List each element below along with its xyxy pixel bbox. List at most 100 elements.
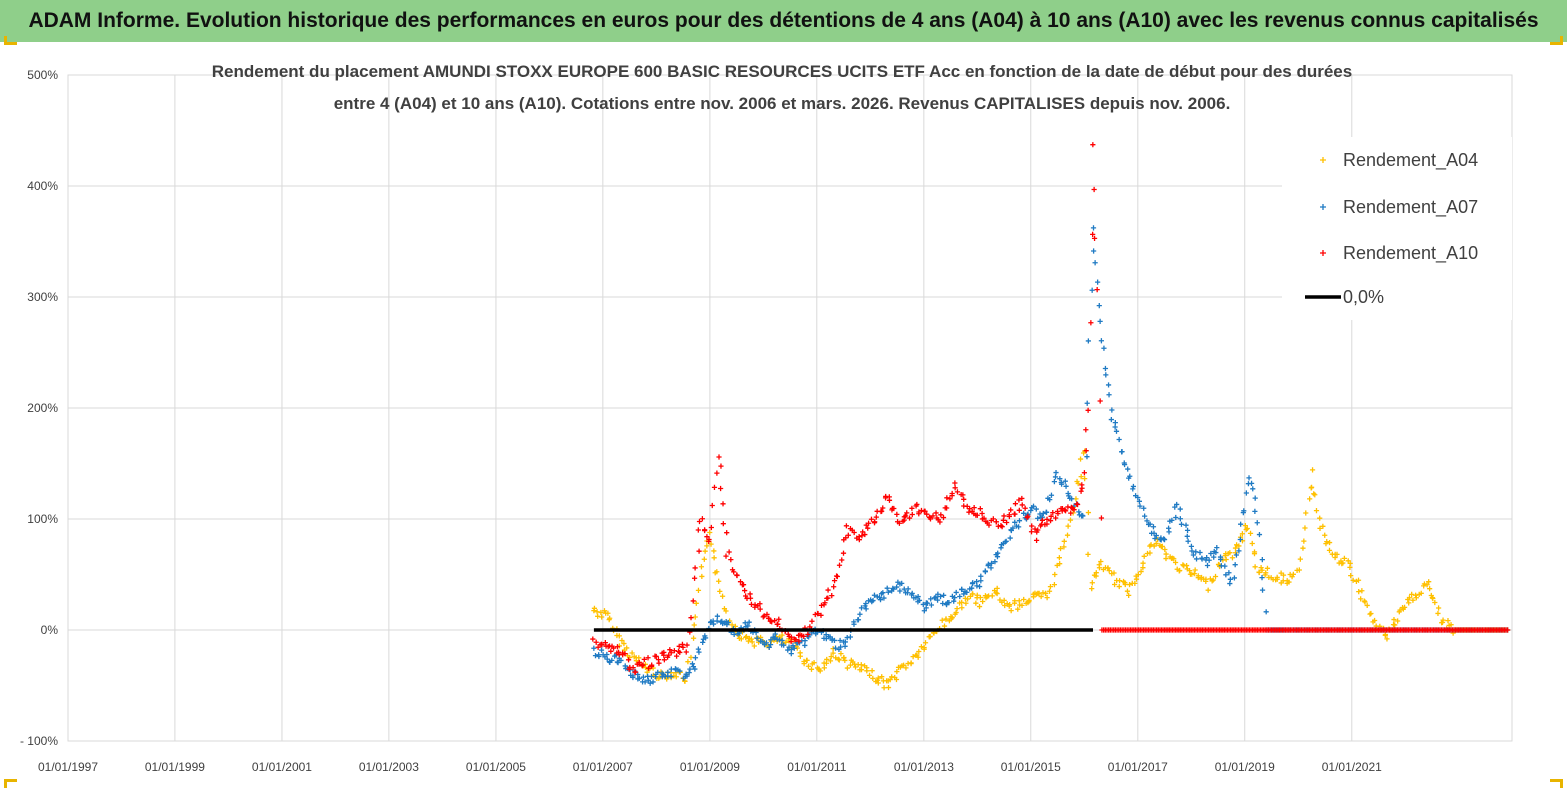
data-point (1427, 586, 1433, 592)
data-point (844, 665, 850, 671)
data-point (915, 654, 921, 660)
data-point (1229, 555, 1236, 561)
data-point (1223, 556, 1229, 563)
data-point (859, 533, 865, 539)
data-point (904, 510, 910, 516)
data-point (1183, 562, 1190, 569)
data-point (661, 649, 667, 656)
data-point (1186, 567, 1193, 574)
data-point (707, 529, 713, 536)
data-point (1079, 482, 1085, 488)
data-point (1057, 561, 1063, 567)
data-point (743, 633, 750, 640)
data-point (953, 589, 959, 596)
data-point (1125, 466, 1131, 472)
data-point (829, 593, 835, 599)
data-point (1426, 579, 1432, 585)
data-point (1064, 532, 1071, 538)
data-point (1096, 565, 1103, 571)
data-point (873, 514, 879, 520)
data-point (1068, 510, 1074, 516)
data-point (1159, 543, 1165, 549)
data-point (690, 635, 697, 641)
data-point (645, 665, 652, 671)
data-point (951, 598, 957, 604)
data-point (1093, 573, 1099, 579)
data-point (629, 650, 635, 656)
data-point (865, 520, 872, 526)
data-point (1021, 596, 1027, 603)
data-point (1062, 478, 1068, 484)
data-point (1116, 436, 1122, 443)
data-point (1413, 595, 1419, 601)
data-point (1252, 495, 1258, 501)
data-point (714, 569, 720, 575)
data-point (591, 645, 597, 651)
data-point (875, 675, 881, 681)
data-point (776, 616, 782, 622)
data-point (858, 667, 865, 673)
data-point (1084, 454, 1090, 460)
data-point (1185, 538, 1191, 544)
series-rendement-a10 (590, 142, 1511, 675)
data-point (988, 565, 994, 571)
data-point (1262, 572, 1268, 578)
data-point (1397, 607, 1403, 613)
data-point (771, 635, 778, 641)
data-point (1137, 503, 1143, 509)
data-point (687, 666, 693, 672)
data-point (1080, 513, 1086, 519)
data-point (865, 525, 871, 531)
data-point (1280, 572, 1287, 578)
data-point (817, 668, 823, 674)
data-point (980, 598, 986, 605)
data-point (769, 619, 775, 625)
data-point (1074, 501, 1080, 507)
data-point (880, 505, 886, 511)
data-point (1356, 589, 1362, 595)
data-point (977, 583, 983, 590)
data-point (909, 590, 915, 597)
data-point (1209, 578, 1215, 584)
data-point (720, 521, 726, 527)
data-point (1016, 524, 1022, 530)
data-point (835, 656, 842, 662)
data-point (928, 596, 934, 602)
data-point (954, 489, 961, 495)
x-tick-label: 01/01/2005 (466, 760, 526, 774)
data-point (927, 516, 934, 522)
data-point (1078, 474, 1084, 480)
data-point (879, 674, 885, 680)
data-point (864, 668, 870, 674)
data-point (1172, 559, 1179, 566)
data-point (1127, 473, 1133, 479)
data-point (624, 645, 630, 651)
data-point (914, 501, 920, 508)
data-point (1003, 538, 1009, 544)
data-point (642, 664, 649, 671)
data-point (751, 643, 757, 649)
data-point (1401, 604, 1408, 610)
data-point (941, 623, 948, 629)
data-point (811, 660, 817, 666)
data-point (1217, 554, 1224, 560)
data-point (871, 592, 878, 598)
data-point (902, 513, 909, 519)
data-point (838, 651, 844, 657)
data-point (1163, 551, 1169, 557)
data-point (667, 647, 673, 653)
data-point (1121, 461, 1128, 468)
data-point (1148, 542, 1154, 548)
data-point (595, 613, 601, 619)
data-point (1062, 508, 1069, 514)
data-point (692, 565, 698, 571)
data-point (677, 668, 683, 674)
data-point (619, 637, 625, 644)
data-point (890, 586, 897, 592)
legend-label: Rendement_A07 (1343, 197, 1478, 218)
data-point (594, 609, 600, 615)
data-point (645, 677, 651, 683)
data-point (1030, 503, 1037, 509)
data-point (1213, 549, 1219, 556)
corner-mark-top-left (4, 36, 17, 45)
